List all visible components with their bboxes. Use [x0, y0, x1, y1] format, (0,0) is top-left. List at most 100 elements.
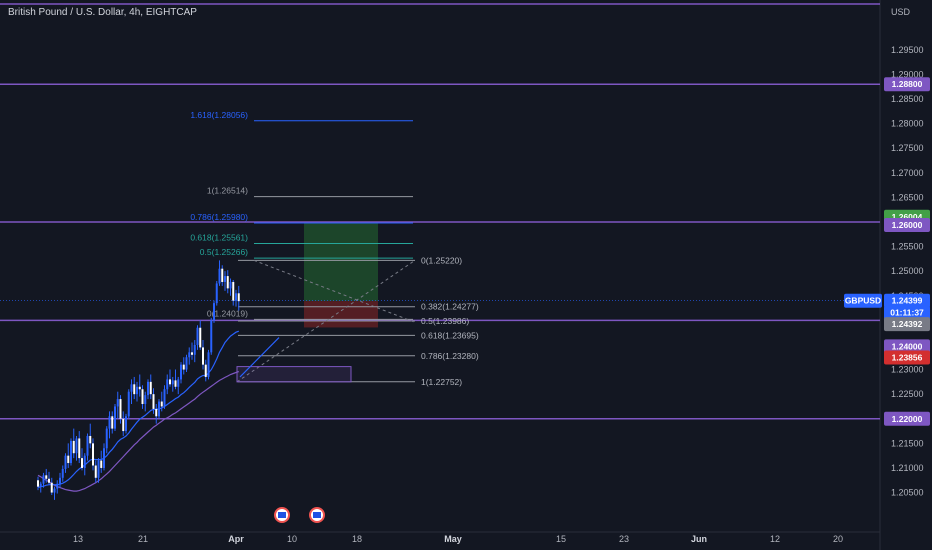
- x-tick-label: 12: [770, 534, 780, 544]
- candle-body: [89, 435, 92, 444]
- candle-body: [42, 475, 45, 484]
- candle-body: [169, 379, 171, 385]
- candle-body: [237, 293, 240, 302]
- y-axis-unit-label: USD: [891, 7, 911, 17]
- fib-trend-line[interactable]: [253, 259, 416, 323]
- candle-body: [122, 418, 125, 432]
- price-badge: [884, 77, 930, 92]
- us-flag-event-icon: [278, 512, 286, 518]
- x-tick-label: 23: [619, 534, 629, 544]
- price-badge: [884, 339, 930, 354]
- price-badge-label: 1.22000: [892, 414, 923, 424]
- fib-level-label: 0.618(1.23695): [421, 330, 479, 340]
- y-tick-label: 1.27000: [891, 168, 924, 178]
- candle-body: [218, 268, 221, 284]
- candle-body: [39, 483, 42, 487]
- x-tick-label: 20: [833, 534, 843, 544]
- x-tick-label: 10: [287, 534, 297, 544]
- candle-body: [229, 281, 232, 289]
- fib-level-label: 0.786(1.25980): [190, 212, 248, 222]
- x-tick-label: Jun: [691, 534, 707, 544]
- candle-body: [108, 416, 111, 429]
- candle-body: [196, 327, 199, 345]
- candle-body: [45, 475, 48, 479]
- candle-body: [199, 327, 202, 348]
- candle-body: [160, 401, 163, 407]
- x-tick-label: 18: [352, 534, 362, 544]
- candle-body: [105, 428, 108, 449]
- candle-body: [37, 480, 39, 487]
- candle-body: [215, 283, 218, 304]
- y-tick-label: 1.26500: [891, 192, 924, 202]
- candle-body: [180, 364, 182, 380]
- fib-level-label: 1(1.22752): [421, 377, 462, 387]
- x-tick-label: 15: [556, 534, 566, 544]
- candle-body: [114, 406, 116, 429]
- candle-body: [224, 276, 226, 282]
- candle-body: [136, 386, 138, 395]
- y-tick-label: 1.29000: [891, 69, 924, 79]
- y-tick-label: 1.27500: [891, 143, 924, 153]
- candle-body: [207, 352, 210, 377]
- candle-body: [100, 460, 103, 468]
- fib-level-label: 0.5(1.23986): [421, 316, 469, 326]
- candle-body: [221, 268, 224, 282]
- candle-body: [133, 384, 136, 395]
- price-badge-label: 1.28800: [892, 79, 923, 89]
- long-position-profit-zone[interactable]: [304, 221, 378, 302]
- candle-body: [64, 455, 67, 469]
- candle-body: [204, 364, 207, 377]
- y-tick-label: 1.20500: [891, 488, 924, 498]
- candle-body: [213, 303, 215, 321]
- price-badge-label: 1.26004: [892, 212, 923, 222]
- price-badge-label: 1.24000: [892, 341, 923, 351]
- price-badge-label: 01:11:37: [890, 308, 924, 318]
- fib-level-label: 1(1.26514): [207, 186, 248, 196]
- trend-line[interactable]: [239, 337, 280, 378]
- candle-body: [50, 482, 53, 493]
- candle-body: [81, 458, 83, 468]
- candle-body: [149, 381, 152, 395]
- candle-body: [83, 455, 86, 468]
- candle-body: [166, 379, 169, 390]
- candle-body: [188, 352, 191, 358]
- candle-body: [152, 394, 155, 409]
- price-badge: [884, 317, 930, 332]
- x-tick-label: 21: [138, 534, 148, 544]
- price-range-box[interactable]: [236, 366, 352, 383]
- y-tick-label: 1.21500: [891, 438, 924, 448]
- candle-body: [78, 438, 81, 459]
- price-badge-label: 1.24392: [892, 319, 923, 329]
- candle-body: [158, 401, 160, 417]
- candle-body: [97, 460, 100, 478]
- candle-body: [70, 440, 72, 464]
- fib-level-label: 0.382(1.24277): [421, 302, 479, 312]
- candle-body: [232, 281, 235, 301]
- candle-body: [130, 384, 133, 392]
- long-position-stop-zone[interactable]: [304, 301, 378, 328]
- y-tick-label: 1.23000: [891, 365, 924, 375]
- moving-average-line: [37, 370, 240, 492]
- price-badge: [884, 217, 930, 232]
- candle-body: [144, 395, 147, 404]
- candle-body: [174, 380, 177, 387]
- price-badge: [884, 411, 930, 426]
- candle-body: [182, 364, 185, 370]
- candle-body: [210, 320, 213, 353]
- candle-body: [67, 455, 70, 464]
- fib-level-label: 0.618(1.25561): [190, 233, 248, 243]
- candle-body: [56, 483, 59, 489]
- candle-body: [86, 435, 89, 456]
- chart-title: British Pound / U.S. Dollar, 4h, EIGHTCA…: [8, 7, 197, 18]
- y-tick-label: 1.28000: [891, 119, 924, 129]
- candle-body: [48, 478, 50, 483]
- x-tick-label: 13: [73, 534, 83, 544]
- price-badge: [884, 293, 930, 308]
- candle-body: [59, 477, 61, 484]
- candle-body: [119, 399, 122, 419]
- candle-body: [235, 293, 237, 301]
- candle-body: [185, 357, 188, 370]
- candle-body: [163, 389, 166, 407]
- candle-body: [226, 276, 229, 289]
